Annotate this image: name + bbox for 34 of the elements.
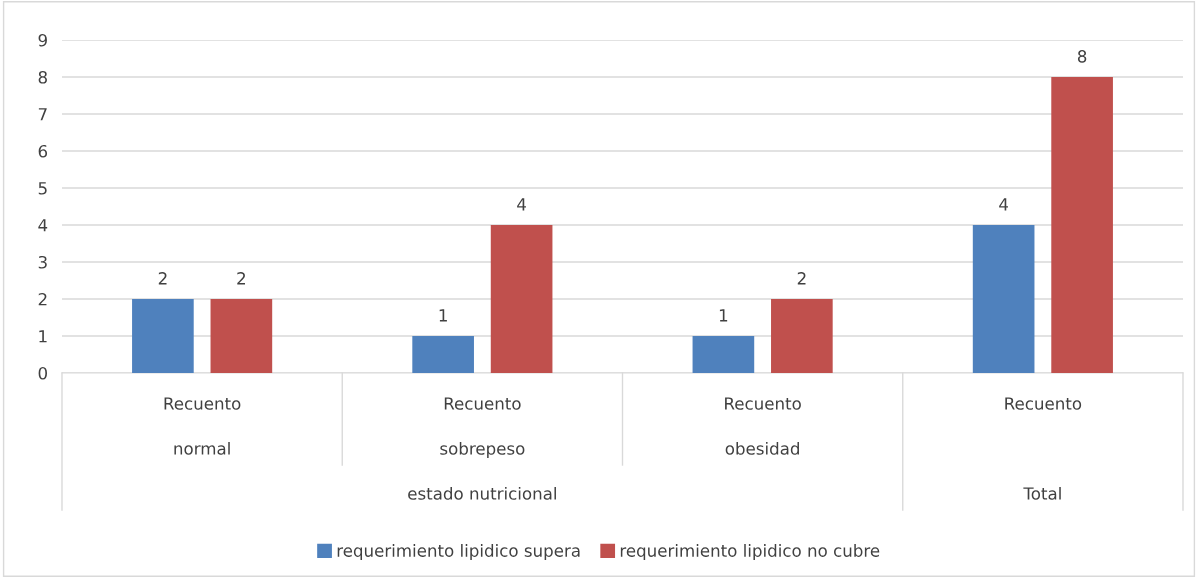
y-tick-label: 3 (38, 255, 47, 269)
data-label: 1 (719, 309, 728, 322)
data-label: 4 (999, 198, 1009, 211)
y-tick-label: 5 (38, 182, 47, 195)
y-tick-label: 7 (38, 108, 47, 121)
bar (1051, 77, 1113, 373)
y-tick-label: 1 (39, 330, 47, 343)
y-tick-label: 6 (38, 144, 48, 158)
data-label: 2 (237, 272, 245, 285)
data-label: 2 (797, 272, 806, 285)
y-tick-label: 4 (38, 219, 48, 232)
x-tick-label: Recuento (1005, 397, 1082, 410)
y-tick-label: 8 (38, 70, 47, 84)
category-label: Recuento normal (164, 397, 241, 455)
legend-label: requerimiento lipidico supera (337, 543, 580, 561)
bar (972, 225, 1035, 373)
text: estado nutricional (408, 486, 556, 500)
y-tick-label: 9 (38, 33, 47, 47)
data-label: 1 (439, 309, 447, 322)
text: Total (1023, 486, 1061, 500)
bar (692, 336, 755, 373)
data-label: 8 (1077, 50, 1087, 63)
y-tick-label: 0 (38, 366, 47, 380)
category-label: Recuento obesidad (725, 397, 801, 455)
bar (412, 336, 474, 373)
bar (210, 299, 273, 373)
data-label: 2 (158, 272, 167, 285)
bar (132, 299, 194, 373)
bar (771, 299, 833, 373)
bar (490, 225, 553, 373)
legend-label: requerimiento lipidico no cubre (620, 543, 880, 561)
data-label: 4 (517, 198, 526, 211)
category-label: Recuento sobrepeso (440, 397, 525, 459)
y-tick-label: 2 (38, 292, 47, 306)
